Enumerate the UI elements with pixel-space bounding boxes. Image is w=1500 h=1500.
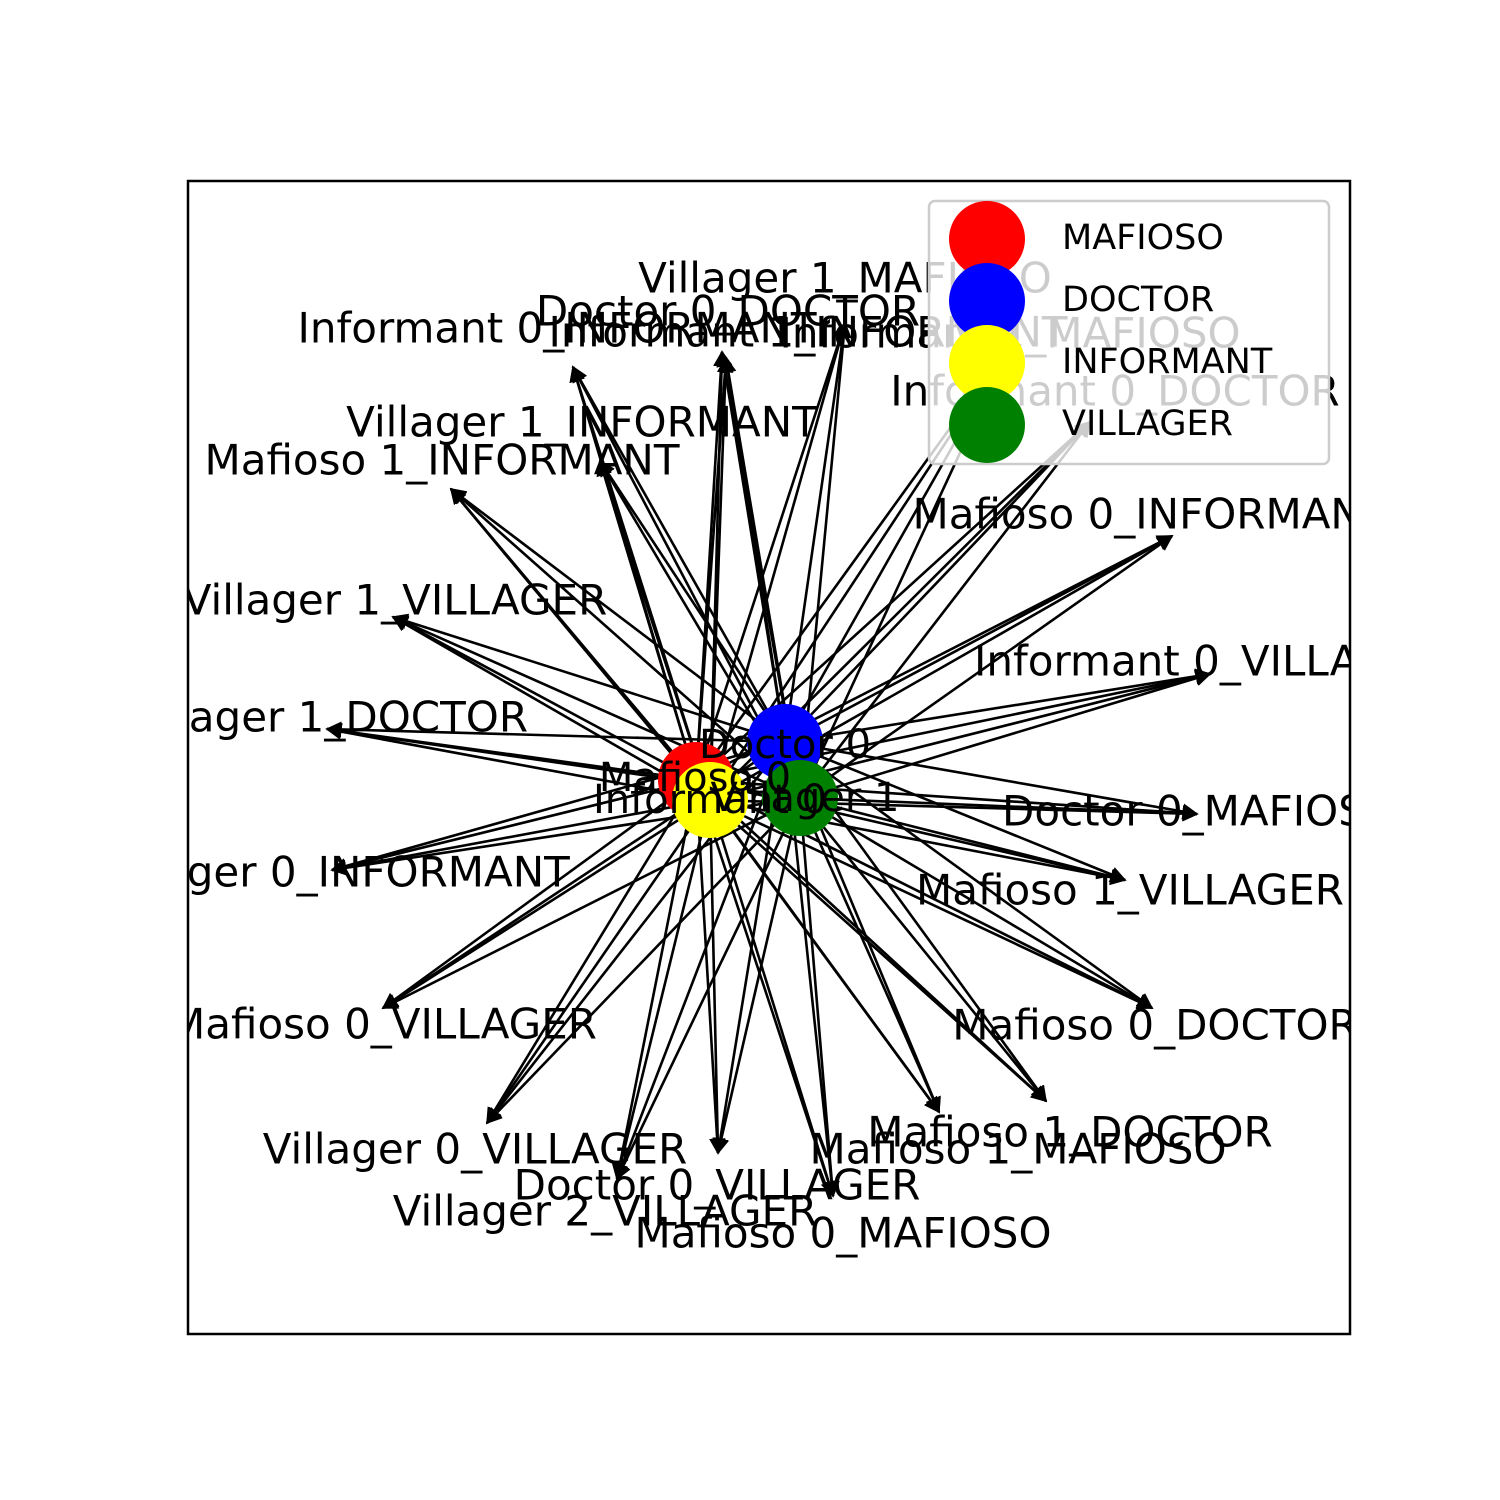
edge-doctor0-to-mafioso-0-mafioso [787,775,840,1198]
edge-informant0-to-mafioso-1-mafioso [729,826,941,1114]
legend-label-villager: VILLAGER [1062,404,1233,444]
edge-informant0-to-mafioso-1-informant [449,487,690,775]
edge-villager1-to-mafioso-1-doctor [820,823,1048,1103]
target-label-villager-0-villager: Villager 0_VILLAGER [263,1125,688,1174]
edge-informant0-to-villager-0-informant [330,804,677,876]
target-label-villager-0-informant: Villager 0_INFORMANT [98,848,570,897]
edge-villager1-to-doctor-0-mafioso [833,798,1199,822]
edge-doctor0-to-villager-1-doctor [325,721,752,743]
legend: MAFIOSO DOCTOR INFORMANT VILLAGER [927,199,1331,466]
legend-marker-mafioso [949,201,1025,277]
target-label-mafioso-1-informant: Mafioso 1_INFORMANT [204,436,679,485]
edge-doctor0-to-villager-1-informant [598,459,768,715]
legend-box [927,199,1331,466]
legend-label-mafioso: MAFIOSO [1062,218,1224,258]
edge-villager1-to-mafioso-1-villager [832,805,1127,885]
edge-informant0-to-villager-2-villager [612,832,704,1181]
edge-informant0-to-villager-1-doctor [325,723,677,796]
edge-mafioso0-to-doctor-0-villager [696,813,726,1155]
target-label-villager-2-villager: Villager 2_VILLAGER [393,1187,818,1236]
edge-villager1-to-informant-0-doctor [819,420,1092,772]
edge-informant0-to-villager-1-informant [596,459,701,769]
edge-doctor0-to-doctor-0-villager [712,775,781,1155]
node-villager-1 [762,760,838,836]
edge-villager1-to-mafioso-0-doctor [828,814,1154,1010]
edge-doctor0-to-mafioso-1-informant [449,487,759,723]
edge-mafioso0-to-villager-1-villager [391,615,667,766]
axes-frame [186,179,1352,1336]
edge-doctor0-to-mafioso-0-informant [814,534,1174,728]
target-label-mafioso-0-informant: Mafioso 0_INFORMANT [912,490,1387,539]
edge-mafioso0-to-villager-0-villager [485,808,680,1125]
edge-villager1-to-informant-1-informant [720,356,796,765]
legend-marker-doctor [949,263,1025,339]
target-label-villager-1-informant: Villager 1_INFORMANT [346,398,818,447]
target-label-informant-0-villager: Informant 0_VILLAGER [974,637,1446,686]
edge-mafioso0-to-mafioso-0-villager [381,798,670,1010]
edge-informant0-to-mafioso-0-mafioso [718,832,837,1198]
edge-informant0-to-mafioso-0-doctor [740,813,1154,1010]
edge-villager1-to-mafioso-0-villager [381,812,771,1010]
edge-villager1-to-mafioso-1-mafioso [812,828,941,1114]
edge-villager1-to-mafioso-0-informant [827,534,1174,780]
edge-mafioso0-to-villager-2-villager [611,813,691,1181]
target-label-villager-1-doctor: Villager 1_DOCTOR [126,693,528,742]
target-label-doctor-0-mafioso: Doctor 0_MAFIOSO [1002,787,1398,836]
target-label-doctor-0-doctor: Doctor 0_DOCTOR [536,287,920,336]
target-label-mafioso-1-mafioso: Mafioso 1_MAFIOSO [809,1125,1226,1174]
node-label-villager-1: Villager 1 [711,775,900,821]
edge-informant0-to-mafioso-1-doctor [734,821,1048,1103]
node-label-doctor-0: Doctor 0 [699,722,871,768]
edge-villager1-to-villager-2-villager [615,828,787,1181]
edge-informant0-to-villager-1-villager [391,615,682,785]
edge-villager1-to-villager-0-villager [485,821,778,1125]
edge-doctor0-to-villager-1-villager [391,613,753,733]
legend-label-doctor: DOCTOR [1062,280,1214,320]
target-label-mafioso-1-villager: Mafioso 1_VILLAGER [916,866,1344,915]
edge-villager1-to-doctor-0-villager [713,830,794,1155]
edge-doctor0-to-mafioso-0-doctor [811,760,1154,1010]
edge-mafioso0-to-villager-0-informant [330,786,664,875]
edge-villager1-to-villager-1-mafioso [801,321,852,765]
target-label-informant-0-informant: Informant 0_INFORMANT [297,304,816,353]
edge-informant0-to-informant-1-informant [709,356,734,767]
edge-villager1-to-informant-0-informant [571,365,786,769]
target-label-villager-1-villager: Villager 1_VILLAGER [183,576,608,625]
edge-villager1-to-villager-1-informant [598,459,784,770]
edge-informant0-to-villager-0-villager [485,827,692,1125]
edge-villager1-to-mafioso-1-informant [449,487,776,777]
target-label-mafioso-1-doctor: Mafioso 1_DOCTOR [867,1108,1272,1157]
edge-informant0-to-mafioso-0-villager [381,817,682,1010]
edge-villager1-to-mafioso-0-mafioso [801,831,840,1198]
legend-label-informant: INFORMANT [1062,342,1273,382]
edge-doctor0-to-doctor-0-mafioso [818,746,1199,820]
target-label-doctor-0-villager: Doctor 0_VILLAGER [514,1161,921,1210]
legend-marker-villager [949,387,1025,463]
node-label-informant-0: Informant 0 [593,777,827,823]
target-label-mafioso-0-doctor: Mafioso 0_DOCTOR [952,1001,1357,1050]
nodes-layer [658,704,838,838]
edge-doctor0-to-villager-1-mafioso [788,321,851,709]
edge-doctor0-to-informant-0-informant [571,365,770,714]
edge-doctor0-to-villager-2-villager [614,773,775,1181]
edge-informant0-to-villager-1-mafioso [718,321,849,768]
target-label-mafioso-0-mafioso: Mafioso 0_MAFIOSO [634,1209,1051,1258]
edge-doctor0-to-informant-0-doctor [807,420,1092,719]
target-label-mafioso-0-villager: Mafioso 0_VILLAGER [169,1000,597,1049]
legend-marker-informant [949,325,1025,401]
edge-villager1-to-informant-0-villager [832,670,1212,790]
edge-doctor0-to-informant-0-villager [818,668,1212,738]
node-label-mafioso-0: Mafioso 0 [599,755,791,801]
edge-doctor0-to-mafioso-1-villager [816,753,1127,882]
edge-informant0-to-doctor-0-villager [709,833,726,1155]
node-informant-0 [672,762,748,838]
